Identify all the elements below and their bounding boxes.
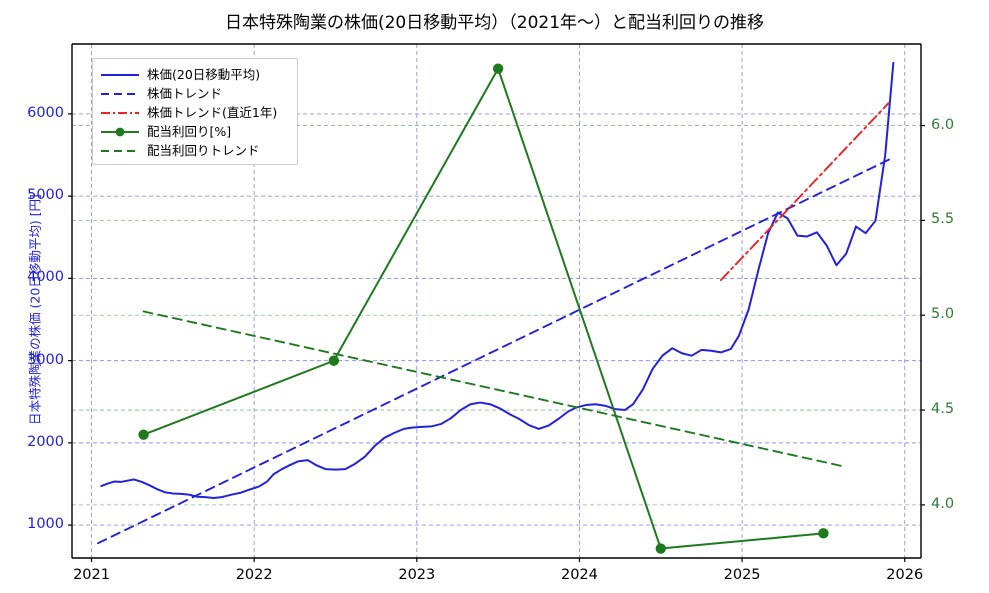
- series-marker: [818, 528, 829, 539]
- legend-item[interactable]: 配当利回りトレンド: [99, 140, 291, 159]
- y-tick-left: 2000: [27, 433, 64, 450]
- x-tick: 2023: [398, 567, 436, 583]
- legend-label: 配当利回り[%]: [147, 124, 232, 139]
- x-tick: 2024: [560, 567, 598, 583]
- y-tick-right: 5.0: [931, 306, 955, 323]
- x-tick: 2026: [886, 567, 924, 583]
- y-tick-right: 5.5: [931, 211, 955, 228]
- chart-legend: 株価(20日移動平均) 株価トレンド株価トレンド(直近1年) 配当利回り[%] 配当利…: [92, 58, 298, 165]
- y-tick-right: 6.0: [931, 116, 955, 133]
- legend-label: 株価トレンド(直近1年): [147, 105, 278, 120]
- y-tick-right: 4.5: [931, 401, 955, 418]
- legend-item[interactable]: 株価トレンド: [99, 83, 291, 102]
- series-line: [719, 102, 890, 281]
- y-tick-left: 1000: [27, 516, 64, 533]
- series-marker: [655, 543, 666, 554]
- legend-swatch-icon: [99, 124, 141, 138]
- legend-swatch-icon: [99, 105, 141, 119]
- legend-swatch-icon: [99, 143, 141, 157]
- legend-label: 株価トレンド: [147, 86, 223, 101]
- legend-label: 株価(20日移動平均): [147, 67, 261, 82]
- chart-title: 日本特殊陶業の株価(20日移動平均）（2021年～）と配当利回りの推移: [224, 13, 765, 33]
- y-tick-left: 6000: [27, 104, 64, 121]
- series-marker: [492, 63, 504, 74]
- legend-swatch-icon: [99, 67, 141, 81]
- series-line: [142, 310, 848, 468]
- y-tick-left: 4000: [27, 269, 64, 286]
- x-tick: 2021: [73, 567, 110, 583]
- series-marker: [328, 355, 340, 366]
- y-tick-left: 3000: [27, 351, 64, 368]
- x-tick: 2025: [723, 567, 761, 583]
- y-tick-left: 5000: [27, 187, 64, 204]
- legend-item[interactable]: 配当利回り[%]: [99, 121, 291, 140]
- series-line: [97, 157, 893, 545]
- x-tick: 2022: [235, 567, 273, 583]
- legend-item[interactable]: 株価トレンド(直近1年): [99, 102, 291, 121]
- legend-swatch-icon: [99, 86, 141, 100]
- y-tick-right: 4.0: [931, 495, 955, 512]
- legend-item[interactable]: 株価(20日移動平均): [99, 64, 291, 83]
- legend-label: 配当利回りトレンド: [147, 143, 260, 158]
- series-line: [100, 61, 895, 499]
- series-marker: [138, 429, 149, 440]
